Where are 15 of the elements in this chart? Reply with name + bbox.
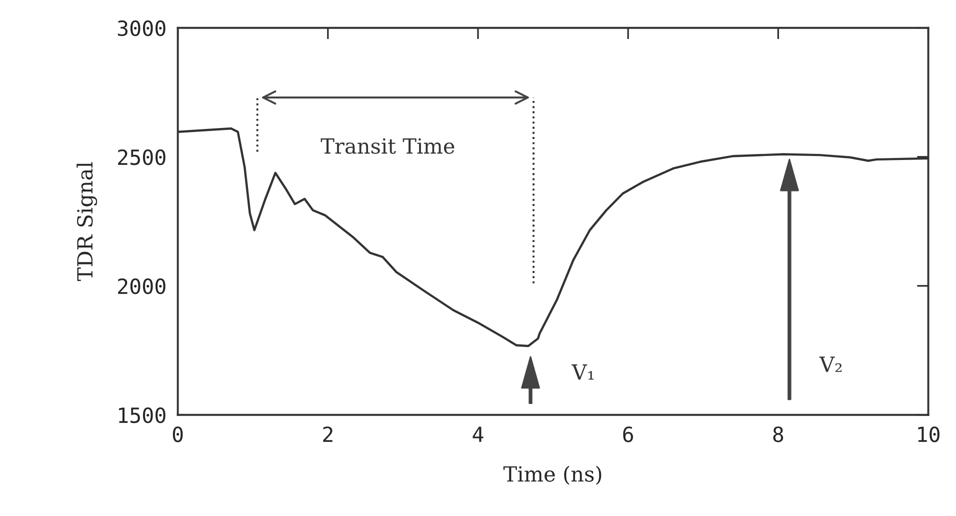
x-axis-title: Time (ns) — [503, 466, 602, 485]
x-tick-label: 6 — [623, 426, 634, 442]
y-tick-label: 2500 — [118, 149, 166, 166]
y-tick-label: 1500 — [119, 407, 166, 424]
annotation: V₁ — [572, 364, 594, 380]
x-tick-label: 8 — [773, 426, 784, 442]
x-tick-label: 2 — [323, 426, 332, 442]
x-tick-label: 0 — [172, 426, 183, 442]
y-tick-label: 3000 — [118, 20, 166, 36]
y-tick-label: 2000 — [118, 278, 166, 294]
y-axis-title: TDR Signal — [76, 162, 98, 281]
x-tick-label: 4 — [472, 426, 484, 442]
annotation: Transit Time — [320, 138, 454, 154]
x-tick-label: 10 — [918, 426, 940, 442]
annotation: V₂ — [819, 356, 842, 372]
